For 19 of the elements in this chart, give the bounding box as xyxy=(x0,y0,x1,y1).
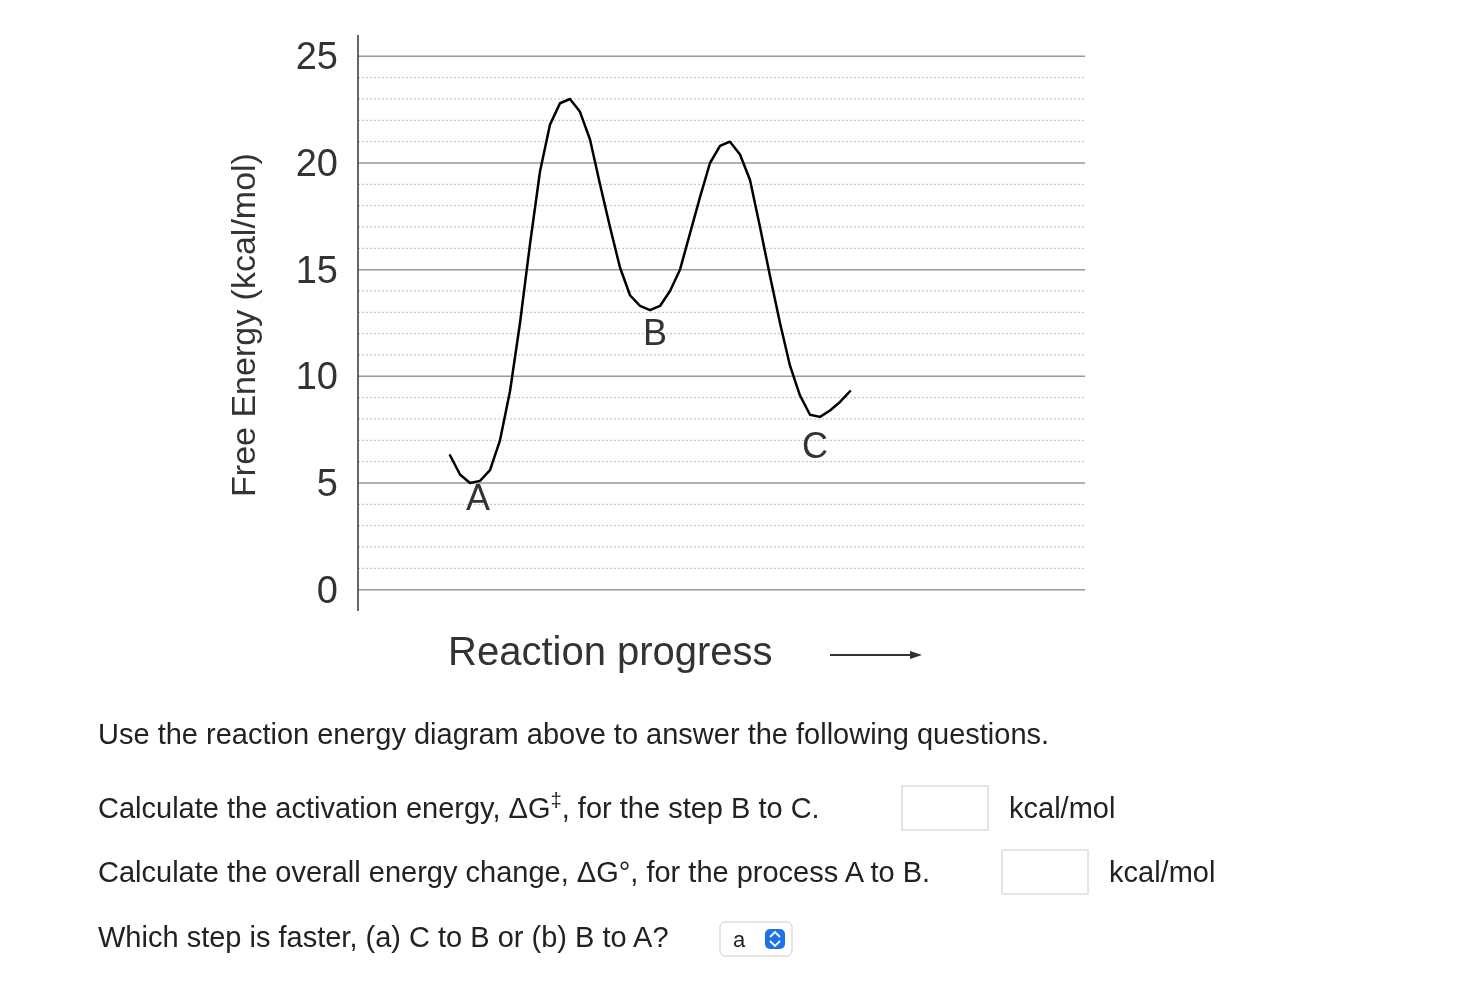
y-axis-title: Free Energy (kcal/mol) xyxy=(224,153,262,497)
text: Which step is faster, (a) C to B or (b) B to A? xyxy=(98,921,669,953)
y-tick-label: 0 xyxy=(316,568,338,611)
text: a xyxy=(733,927,746,952)
x-axis-title: Reaction progress xyxy=(448,629,773,673)
text: kcal/mol xyxy=(1109,856,1216,888)
text: Calculate the activation energy, ΔG$^{‡}$, for the step B to C. xyxy=(98,789,820,824)
y-tick-label: 10 xyxy=(295,355,338,398)
y-tick-label: 5 xyxy=(316,462,338,504)
annotation: C xyxy=(802,425,828,466)
text: Use the reaction energy diagram above to answer the following questions. xyxy=(98,718,1050,750)
y-tick-label: 25 xyxy=(295,35,338,78)
annotation: B xyxy=(642,312,668,353)
y-tick-label: 15 xyxy=(295,248,338,291)
text: Calculate the overall energy change, ΔG°, for the process A to B. xyxy=(98,856,931,888)
text: kcal/mol xyxy=(1009,792,1116,824)
line-series xyxy=(448,97,852,485)
y-tick-label: 20 xyxy=(295,142,338,184)
annotation: A xyxy=(465,477,491,518)
